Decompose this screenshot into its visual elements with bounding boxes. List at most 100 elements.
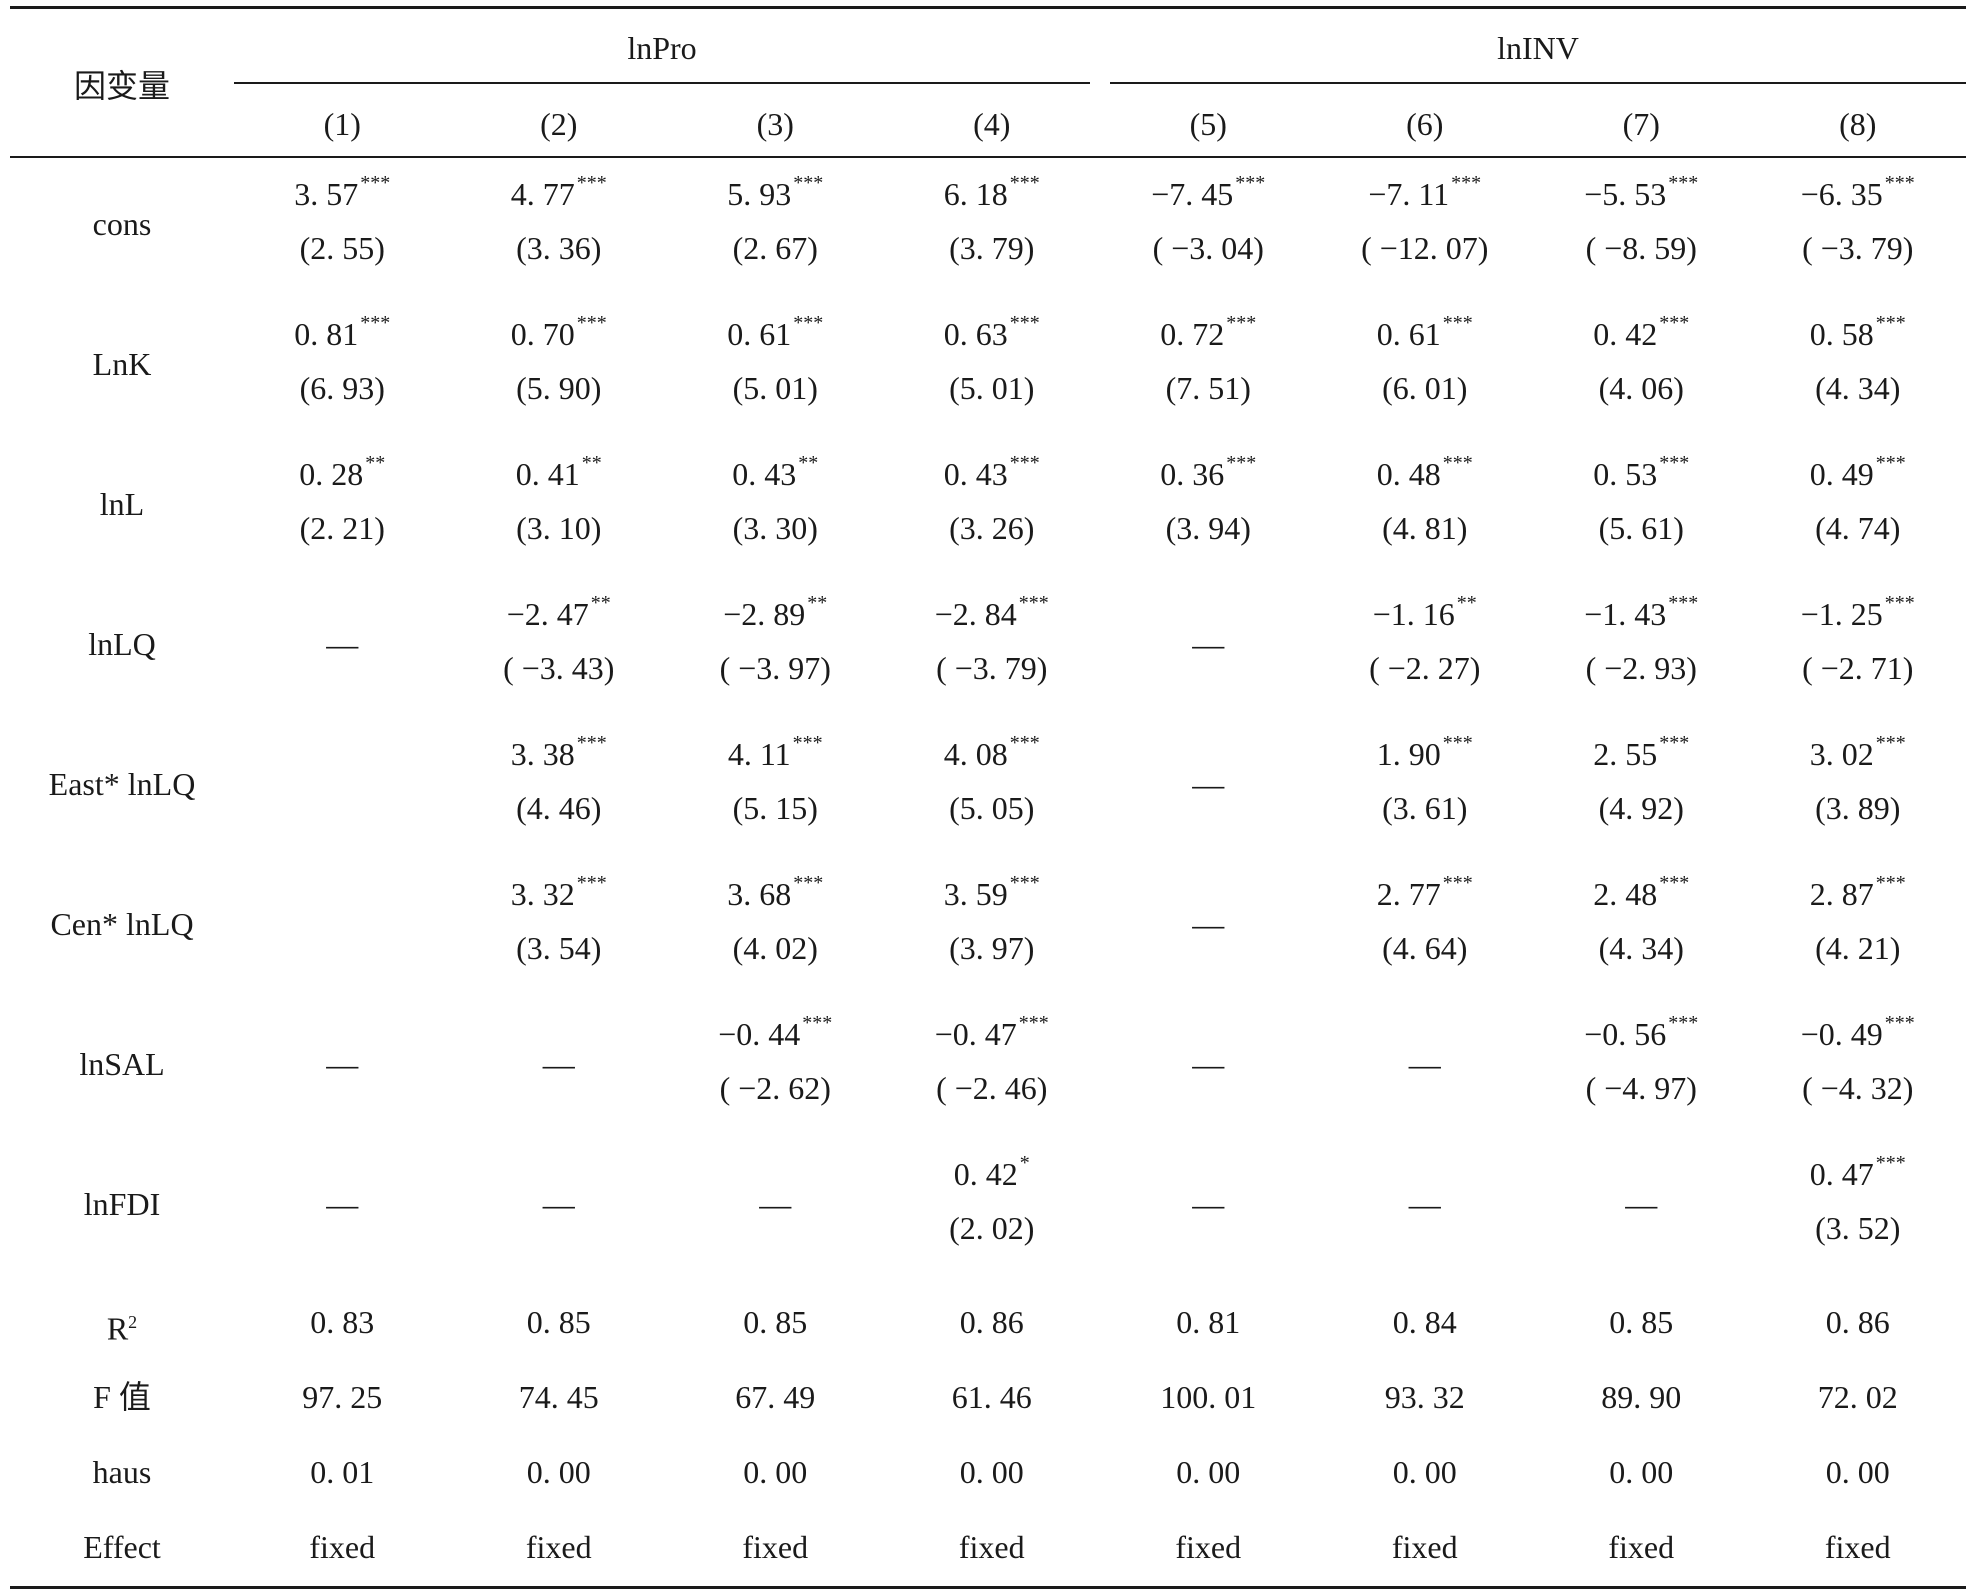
significance-stars: ** <box>581 452 602 474</box>
column-header: (6) <box>1406 106 1444 142</box>
significance-stars: *** <box>1875 1152 1906 1174</box>
t-statistic: (4. 92) <box>1598 790 1684 826</box>
t-statistic: ( −2. 93) <box>1585 650 1697 686</box>
coefficient: 0. 43 ** <box>667 452 884 499</box>
t-statistic: (5. 90) <box>516 370 602 406</box>
empty-dash: — <box>1408 1046 1441 1082</box>
empty-dash: — <box>1192 626 1225 662</box>
t-statistic: ( −3. 79) <box>1802 230 1914 266</box>
significance-stars: *** <box>1226 312 1257 334</box>
coef-value: 3. 57 <box>294 176 359 212</box>
coefficient: 0. 41 ** <box>451 452 668 499</box>
coefficient: 3. 68 *** <box>667 872 884 919</box>
significance-stars: *** <box>1009 452 1040 474</box>
significance-stars: *** <box>1875 872 1906 894</box>
t-statistic: (4. 81) <box>1382 510 1468 546</box>
t-statistic: ( −3. 04) <box>1152 230 1264 266</box>
significance-stars: *** <box>1875 312 1906 334</box>
stat-label-superscript: 2 <box>128 1312 138 1332</box>
significance-stars: *** <box>1884 172 1915 194</box>
coefficient: −2. 47 ** <box>451 592 668 639</box>
significance-stars: *** <box>1442 452 1473 474</box>
stat-value: 0. 84 <box>1392 1304 1457 1340</box>
coef-value: −0. 47 <box>934 1016 1017 1052</box>
significance-stars: *** <box>1659 312 1690 334</box>
coef-value: 0. 42 <box>953 1156 1018 1192</box>
stat-value: 0. 85 <box>526 1304 591 1340</box>
column-header: (7) <box>1622 106 1660 142</box>
significance-stars: *** <box>1442 732 1473 754</box>
stat-value: 0. 85 <box>1609 1304 1674 1340</box>
stat-value: fixed <box>1608 1529 1675 1565</box>
significance-stars: *** <box>1659 872 1690 894</box>
significance-stars: *** <box>1226 452 1257 474</box>
t-statistic: (6. 93) <box>299 370 385 406</box>
t-statistic: ( −2. 71) <box>1802 650 1914 686</box>
coefficient: 0. 42 *** <box>1533 312 1750 359</box>
empty-dash: — <box>1192 906 1225 942</box>
stat-value: fixed <box>1391 1529 1458 1565</box>
stat-value: 0. 00 <box>959 1454 1024 1490</box>
significance-stars: *** <box>1018 592 1049 614</box>
coef-value: 0. 41 <box>515 456 580 492</box>
coefficient: 1. 90 *** <box>1317 732 1534 779</box>
t-statistic: ( −8. 59) <box>1585 230 1697 266</box>
significance-stars: *** <box>360 312 391 334</box>
coefficient: 0. 42 * <box>884 1152 1101 1199</box>
empty-dash: — <box>326 1186 359 1222</box>
row-label: Cen* lnLQ <box>50 906 194 942</box>
row-label: lnL <box>99 486 145 522</box>
coef-value: 5. 93 <box>727 176 792 212</box>
empty-dash: — <box>542 1186 575 1222</box>
empty-dash: — <box>759 1186 792 1222</box>
coef-value: 2. 77 <box>1376 876 1441 912</box>
t-statistic: (5. 01) <box>732 370 818 406</box>
coefficient: 0. 61 *** <box>1317 312 1534 359</box>
t-statistic: (2. 21) <box>299 510 385 546</box>
t-statistic: (5. 01) <box>949 370 1035 406</box>
significance-stars: *** <box>1875 452 1906 474</box>
t-statistic: (5. 15) <box>732 790 818 826</box>
t-statistic: (7. 51) <box>1165 370 1251 406</box>
significance-stars: *** <box>1442 872 1473 894</box>
stat-value: 97. 25 <box>302 1379 383 1415</box>
stat-value: 0. 81 <box>1176 1304 1241 1340</box>
empty-dash: — <box>542 1046 575 1082</box>
coefficient: 3. 38 *** <box>451 732 668 779</box>
column-header: (3) <box>756 106 794 142</box>
significance-stars: *** <box>1668 1012 1699 1034</box>
coef-value: 3. 02 <box>1809 736 1874 772</box>
t-statistic: ( −2. 46) <box>936 1070 1048 1106</box>
row-label: cons <box>92 206 152 242</box>
t-statistic: (4. 34) <box>1598 930 1684 966</box>
stat-value: 74. 45 <box>518 1379 599 1415</box>
column-header: (4) <box>973 106 1011 142</box>
coefficient: 3. 02 *** <box>1750 732 1967 779</box>
empty-dash: — <box>1625 1186 1658 1222</box>
empty-dash: — <box>1408 1186 1441 1222</box>
significance-stars: *** <box>576 732 607 754</box>
t-statistic: ( −4. 97) <box>1585 1070 1697 1106</box>
significance-stars: *** <box>793 172 824 194</box>
coefficient: 3. 32 *** <box>451 872 668 919</box>
column-header: (5) <box>1189 106 1227 142</box>
stat-value: 67. 49 <box>735 1379 816 1415</box>
coef-value: 3. 38 <box>510 736 575 772</box>
coef-value: −1. 25 <box>1800 596 1883 632</box>
t-statistic: (4. 21) <box>1815 930 1901 966</box>
coefficient: 0. 81 *** <box>234 312 451 359</box>
significance-stars: *** <box>1875 732 1906 754</box>
coef-value: 3. 68 <box>727 876 792 912</box>
coef-value: 4. 08 <box>943 736 1008 772</box>
t-statistic: (5. 61) <box>1598 510 1684 546</box>
coefficient: 4. 11 *** <box>667 732 884 779</box>
empty-dash: — <box>326 626 359 662</box>
significance-stars: *** <box>360 172 391 194</box>
stat-value: 0. 00 <box>1825 1454 1890 1490</box>
regression-table: 因变量 lnPro lnINV (1) (2) (3) (4) (5) (6) (7) (8)… <box>10 6 1966 1590</box>
stat-label: haus <box>10 1452 234 1492</box>
stat-value: 61. 46 <box>951 1379 1032 1415</box>
stat-value: 0. 86 <box>1825 1304 1890 1340</box>
stat-value: 0. 00 <box>1176 1454 1241 1490</box>
empty-dash: — <box>1192 766 1225 802</box>
